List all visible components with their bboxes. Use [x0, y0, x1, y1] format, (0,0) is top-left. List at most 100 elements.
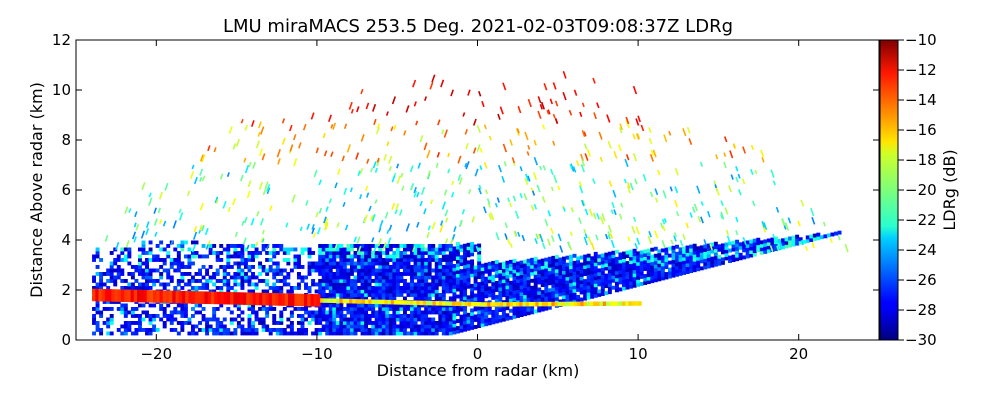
data-cell: [459, 283, 464, 288]
data-cell: [413, 317, 418, 322]
data-cell: [473, 307, 478, 312]
data-cell: [434, 282, 439, 287]
data-cell: [395, 244, 400, 248]
data-cell: [169, 258, 174, 262]
data-cell: [342, 247, 347, 252]
data-cell: [275, 272, 280, 276]
data-cell: [448, 257, 453, 262]
ice-echo-mark: [104, 235, 109, 242]
data-cell: [286, 324, 291, 329]
data-cell: [381, 293, 386, 297]
data-cell: [466, 319, 471, 324]
bright-band-cell: [108, 289, 112, 302]
data-cell: [424, 303, 429, 308]
data-cell: [318, 328, 323, 332]
data-cell: [282, 331, 287, 336]
data-cell: [353, 321, 358, 325]
data-cell: [406, 321, 411, 325]
data-cell: [374, 272, 379, 276]
data-cell: [441, 310, 446, 315]
data-cell: [148, 321, 153, 325]
data-cell: [501, 272, 506, 277]
data-cell: [512, 269, 517, 274]
ice-echo-mark: [578, 181, 583, 188]
data-cell: [586, 288, 591, 293]
bright-band-cell: [201, 291, 205, 304]
ice-echo-mark: [376, 126, 380, 135]
ice-echo-mark: [550, 227, 554, 234]
data-cell: [427, 296, 432, 301]
data-cell: [155, 279, 160, 283]
data-cell: [614, 256, 619, 261]
data-cell: [335, 261, 340, 266]
data-cell: [99, 310, 104, 315]
ice-echo-mark: [536, 184, 541, 193]
data-cell: [296, 321, 301, 325]
data-cell: [413, 268, 418, 273]
ice-echo-mark: [686, 126, 691, 134]
data-cell: [360, 296, 365, 301]
data-cell: [473, 248, 478, 252]
data-cell: [724, 249, 729, 254]
data-cell: [392, 275, 397, 280]
data-cell: [470, 287, 475, 292]
data-cell: [629, 281, 634, 286]
data-cell: [325, 265, 330, 269]
data-cell: [371, 265, 376, 269]
ice-echo-mark: [462, 112, 466, 117]
data-cell: [212, 272, 217, 276]
data-cell: [360, 293, 365, 297]
data-cell: [487, 272, 492, 277]
data-cell: [251, 244, 255, 248]
data-cell: [498, 290, 503, 295]
data-cell: [738, 245, 743, 250]
bright-band-cell: [153, 290, 157, 303]
ice-echo-mark: [772, 180, 776, 186]
colorbar-tick-label: −26: [905, 271, 937, 289]
data-cell: [212, 282, 217, 287]
data-cell: [406, 303, 411, 308]
data-cell: [392, 324, 397, 329]
data-cell: [95, 303, 100, 308]
data-cell: [420, 261, 425, 266]
ice-echo-mark: [145, 221, 150, 229]
ice-echo-mark: [293, 134, 297, 141]
data-cell: [448, 327, 453, 332]
data-cell: [463, 264, 467, 269]
ice-echo-mark: [306, 223, 310, 230]
data-cell: [448, 282, 453, 287]
data-cell: [102, 272, 107, 276]
data-cell: [378, 310, 383, 315]
data-cell: [212, 317, 217, 322]
data-cell: [547, 256, 552, 261]
data-cell: [219, 251, 224, 255]
data-cell: [328, 272, 333, 276]
data-cell: [455, 287, 460, 292]
data-cell: [240, 328, 245, 332]
data-cell: [491, 278, 496, 283]
data-cell: [286, 247, 291, 252]
data-cell: [279, 247, 284, 252]
ice-echo-mark: [266, 187, 271, 195]
data-cell: [611, 250, 616, 255]
data-cell: [155, 314, 160, 318]
data-cell: [385, 275, 390, 280]
ice-echo-mark: [285, 222, 289, 228]
data-cell: [169, 275, 174, 280]
data-cell: [236, 272, 241, 276]
data-cell: [516, 310, 520, 315]
data-cell: [480, 274, 485, 279]
data-cell: [441, 296, 446, 301]
data-cell: [480, 277, 485, 282]
data-cell: [466, 253, 471, 258]
bright-band-cell: [432, 300, 437, 306]
ice-echo-mark: [663, 218, 667, 223]
bright-band-cell: [278, 293, 282, 306]
data-cell: [554, 258, 559, 263]
ice-echo-mark: [593, 112, 597, 120]
data-cell: [625, 271, 630, 276]
ice-echo-mark: [222, 200, 227, 209]
ice-echo-mark: [376, 159, 381, 167]
data-cell: [498, 280, 503, 285]
data-cell: [137, 303, 142, 308]
